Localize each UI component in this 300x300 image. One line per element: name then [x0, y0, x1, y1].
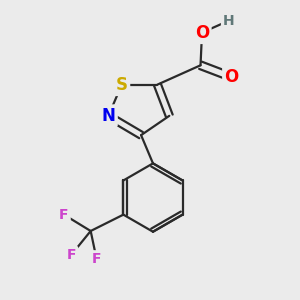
Text: F: F: [67, 248, 76, 262]
Text: S: S: [116, 76, 128, 94]
Text: F: F: [59, 208, 69, 222]
Text: O: O: [195, 24, 209, 42]
Text: N: N: [101, 107, 115, 125]
Text: H: H: [223, 14, 235, 28]
Text: O: O: [225, 68, 239, 86]
Text: F: F: [92, 252, 101, 266]
